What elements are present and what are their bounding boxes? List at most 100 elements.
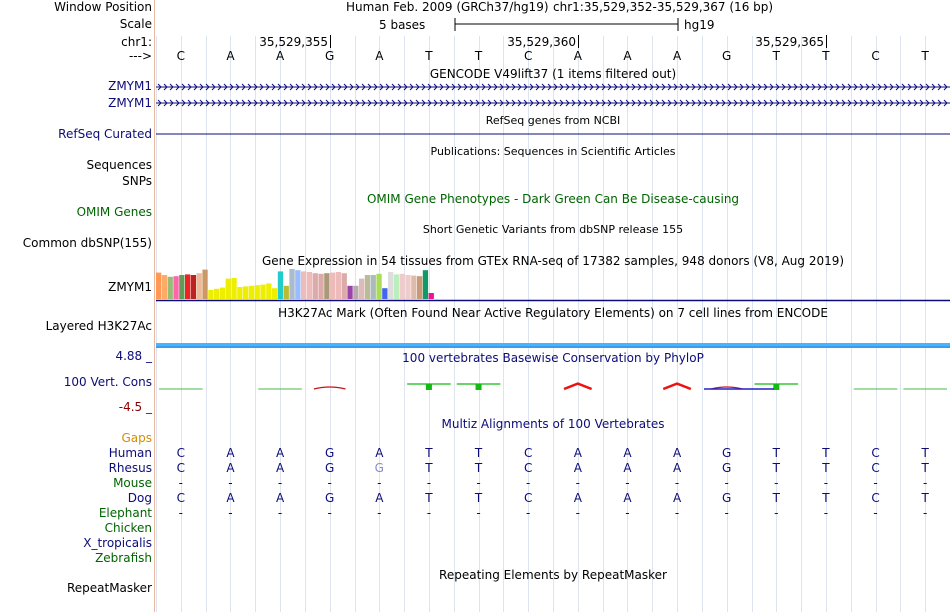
track-label[interactable]: Human	[108, 446, 152, 460]
base-letter: A	[623, 49, 632, 63]
alignment-base: -	[426, 476, 432, 490]
track-label[interactable]: Sequences	[86, 158, 152, 172]
track-data-panel[interactable]: Human Feb. 2009 (GRCh37/hg19) chr1:35,52…	[156, 0, 950, 612]
alignment-base: A	[275, 491, 285, 505]
phylop-conserved-mark	[407, 383, 451, 390]
track-label[interactable]: ZMYM1	[108, 280, 152, 294]
track-label[interactable]: ZMYM1	[108, 79, 152, 93]
alignment-base: A	[573, 446, 582, 460]
gtex-tissue-bar	[312, 273, 318, 299]
phylop-score-mark	[313, 386, 346, 390]
base-letter: T	[921, 49, 929, 63]
gtex-tissue-bar	[306, 272, 313, 299]
gtex-tissue-bar	[254, 285, 260, 299]
track-label[interactable]: --->	[128, 49, 152, 63]
alignment-base: A	[573, 491, 582, 505]
track-label[interactable]: Scale	[119, 17, 152, 31]
base-letter: A	[375, 49, 384, 63]
alignment-base: C	[523, 446, 533, 460]
ruler-tick-mark	[330, 35, 331, 48]
track-label[interactable]: Window Position	[54, 0, 152, 14]
gtex-tissue-bar	[237, 287, 243, 299]
alignment-base: -	[327, 476, 332, 490]
alignment-base: T	[921, 446, 929, 460]
track-label[interactable]: chr1:	[121, 35, 152, 49]
alignment-base: G	[325, 491, 335, 505]
base-letter: T	[822, 49, 830, 63]
alignment-base: C	[523, 461, 533, 475]
alignment-base: G	[374, 461, 384, 475]
alignment-base: -	[526, 506, 531, 520]
track-label[interactable]: X_tropicalis	[83, 536, 152, 550]
scale-bar	[454, 18, 679, 31]
base-letter: A	[275, 49, 285, 63]
track-label[interactable]: SNPs	[122, 174, 152, 188]
alignment-base: T	[772, 446, 780, 460]
gtex-tissue-bar	[399, 273, 405, 299]
track-label[interactable]: Chicken	[104, 521, 152, 535]
phylop-conserved-mark	[456, 383, 501, 390]
alignment-base: -	[178, 506, 183, 520]
gtex-tissue-bar	[411, 275, 417, 299]
gtex-tissue-bar	[219, 287, 226, 299]
alignment-base: -	[228, 506, 233, 520]
alignment-base: -	[277, 476, 283, 490]
gtex-tissue-bar	[161, 275, 168, 299]
alignment-base: -	[327, 506, 332, 520]
track-label[interactable]: Layered H3K27Ac	[45, 319, 152, 333]
alignment-base: G	[722, 446, 732, 460]
ruler-tick-label: 35,529,360	[507, 35, 576, 49]
gtex-bar-chart[interactable]	[156, 0, 950, 310]
track-label[interactable]: 100 Vert. Cons	[63, 375, 152, 389]
alignment-base: T	[474, 461, 483, 475]
track-label[interactable]: -4.5 _	[118, 400, 152, 414]
alignment-base: A	[623, 461, 632, 475]
alignment-base: T	[921, 461, 929, 475]
alignment-base: C	[871, 446, 880, 460]
alignment-base: A	[623, 446, 632, 460]
multiz-track-title: Multiz Alignments of 100 Vertebrates	[441, 417, 665, 431]
ruler-tick-label: 35,529,355	[259, 35, 328, 49]
alignment-base: -	[823, 476, 829, 490]
track-label[interactable]: Mouse	[113, 476, 152, 490]
track-label[interactable]: RefSeq Curated	[58, 127, 152, 141]
track-label[interactable]: Elephant	[98, 506, 152, 520]
track-label[interactable]: Common dbSNP(155)	[22, 236, 152, 250]
alignment-base: -	[923, 506, 928, 520]
alignment-base: T	[921, 491, 929, 505]
track-label[interactable]: ZMYM1	[108, 96, 152, 110]
phylop-accelerated-mark	[662, 382, 692, 391]
track-label[interactable]: RepeatMasker	[66, 581, 152, 595]
track-label[interactable]: Gaps	[121, 431, 152, 445]
track-label[interactable]: 4.88 _	[115, 349, 152, 363]
window-position: chr1:35,529,352-35,529,367 (16 bp)	[553, 0, 774, 14]
phylop-track-title: 100 vertebrates Basewise Conservation by…	[402, 351, 704, 365]
phylop-plot[interactable]	[156, 0, 950, 400]
gtex-tissue-bar	[266, 283, 272, 299]
gtex-tissue-bar	[301, 271, 307, 299]
alignment-base: -	[674, 506, 680, 520]
gtex-tissue-bar	[405, 275, 411, 299]
ruler-tick-mark	[826, 35, 827, 48]
omim-track-title: OMIM Gene Phenotypes - Dark Green Can Be…	[366, 192, 740, 206]
h3k27ac-track-title: H3K27Ac Mark (Often Found Near Active Re…	[278, 306, 828, 320]
alignment-base: T	[474, 491, 483, 505]
alignment-base: -	[476, 506, 481, 520]
ruler-tick-mark	[578, 35, 579, 48]
track-label[interactable]: OMIM Genes	[76, 205, 152, 219]
gtex-tissue-bar	[156, 272, 162, 299]
alignment-base: C	[176, 461, 185, 475]
gtex-tissue-bar	[347, 285, 353, 299]
gtex-tissue-bar	[422, 270, 429, 299]
track-label[interactable]: Dog	[127, 491, 152, 505]
gtex-tissue-bar	[318, 273, 324, 299]
alignment-base: -	[774, 506, 779, 520]
track-label[interactable]: Zebrafish	[95, 551, 152, 565]
track-label[interactable]: Rhesus	[108, 461, 152, 475]
gene-models[interactable]	[156, 0, 950, 140]
alignment-base: T	[772, 461, 780, 475]
alignment-base: A	[672, 491, 682, 505]
alignment-base: -	[526, 476, 531, 490]
gtex-tissue-bar	[330, 272, 336, 299]
gtex-tissue-bar	[283, 285, 289, 299]
